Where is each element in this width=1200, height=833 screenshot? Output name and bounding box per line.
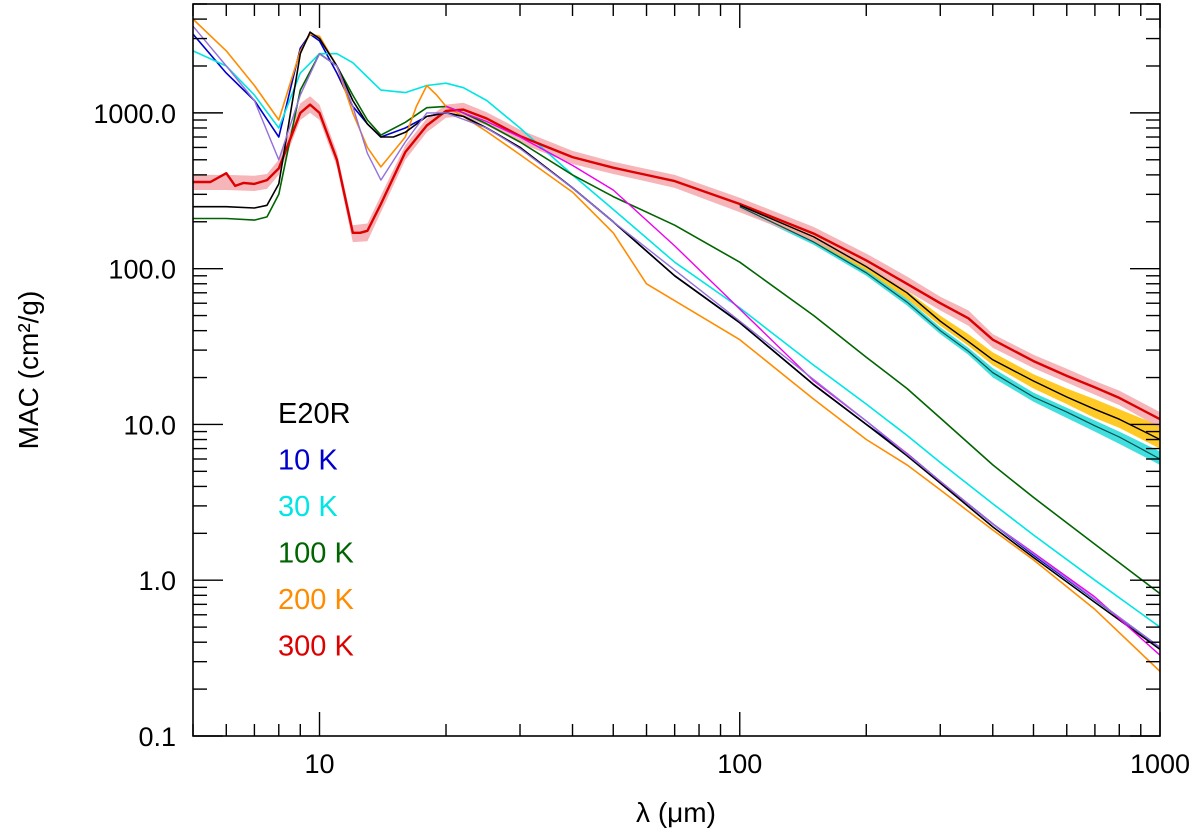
x-axis-title: λ (μm) — [636, 797, 716, 828]
uncertainty-bands — [193, 96, 1160, 465]
series-line-30-k-band — [739, 206, 1160, 460]
x-tick-label: 1000 — [1130, 749, 1190, 779]
band-30-k — [739, 204, 1160, 465]
legend-entry-100-k: 100 K — [278, 538, 354, 570]
legend-entry-30-k: 30 K — [278, 491, 338, 523]
y-tick-label: 10.0 — [123, 410, 176, 440]
y-tick-label: 100.0 — [108, 255, 176, 285]
legend-entry-300-k: 300 K — [278, 631, 354, 663]
x-tick-label: 100 — [717, 749, 762, 779]
x-tick-label: 10 — [304, 749, 334, 779]
series-line-magenta — [445, 105, 1160, 656]
axis-ticks — [192, 3, 1161, 737]
data-series — [193, 18, 1160, 672]
series-line-purple — [193, 25, 1160, 649]
band-200-k — [739, 202, 1160, 449]
y-tick-label: 0.1 — [138, 722, 176, 752]
legend-entry-200-k: 200 K — [278, 584, 354, 616]
legend-entry-e20r: E20R — [278, 398, 351, 430]
y-tick-label: 1.0 — [138, 566, 176, 596]
series-line-30-k — [193, 50, 1160, 628]
y-tick-label: 1000.0 — [93, 99, 176, 129]
legend: E20R 10 K 30 K 100 K 200 K 300 K — [278, 398, 354, 663]
tick-labels: 10 100 1000 0.1 1.0 10.0 100.0 1000.0 — [93, 99, 1190, 779]
series-line-300-k — [193, 103, 1160, 421]
series-line-100-k — [193, 52, 1160, 595]
plot-frame — [192, 3, 1161, 737]
series-line-200-k — [193, 18, 1160, 672]
series-line-e20r-300-k-band-centre — [739, 204, 1160, 441]
y-axis-title: MAC (cm²/g) — [13, 291, 44, 450]
legend-entry-10-k: 10 K — [278, 445, 338, 477]
band-300-k — [193, 96, 1160, 428]
